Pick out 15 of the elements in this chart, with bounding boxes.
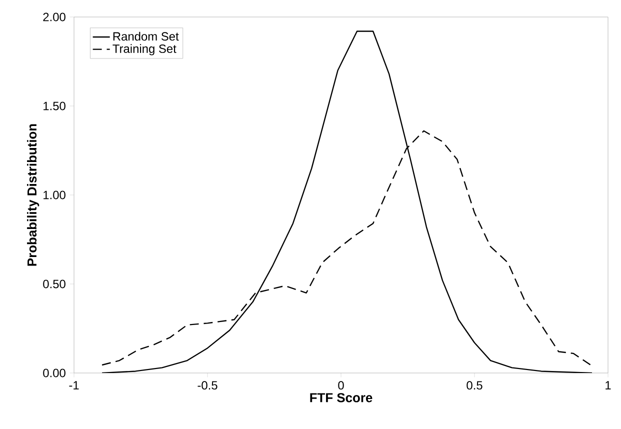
y-tick-label: 2.00 <box>43 12 66 22</box>
legend-label: Training Set <box>112 44 176 56</box>
x-tick-label: -0.5 <box>198 381 218 390</box>
y-tick-label: 1.50 <box>44 102 66 110</box>
y-axis-title: Probability Distribution <box>27 124 40 266</box>
y-tick-label: 0.00 <box>43 368 66 378</box>
y-tick-label: 1.00 <box>44 190 66 200</box>
x-tick-label: 1 <box>606 381 611 390</box>
line-series <box>101 30 593 373</box>
y-tick-label: 0.50 <box>43 280 66 288</box>
x-axis-title: FTF Score <box>310 393 372 402</box>
legend-label: Random Set <box>113 32 179 41</box>
x-tick-label: -1 <box>69 381 79 390</box>
x-tick-label: 0 <box>338 381 344 390</box>
x-tick-label: 0.5 <box>466 381 482 390</box>
